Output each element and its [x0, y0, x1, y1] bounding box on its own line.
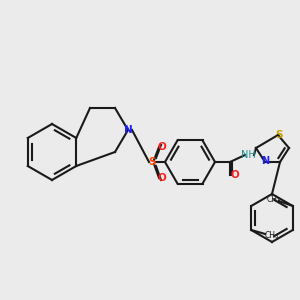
- Text: CH₃: CH₃: [267, 194, 281, 203]
- Text: O: O: [158, 173, 166, 183]
- Text: N: N: [261, 156, 269, 166]
- Text: NH: NH: [241, 150, 255, 160]
- Text: N: N: [124, 125, 132, 135]
- Text: O: O: [158, 142, 166, 152]
- Text: S: S: [148, 157, 156, 167]
- Text: O: O: [231, 170, 239, 180]
- Text: CH₃: CH₃: [264, 232, 278, 241]
- Text: S: S: [275, 130, 283, 140]
